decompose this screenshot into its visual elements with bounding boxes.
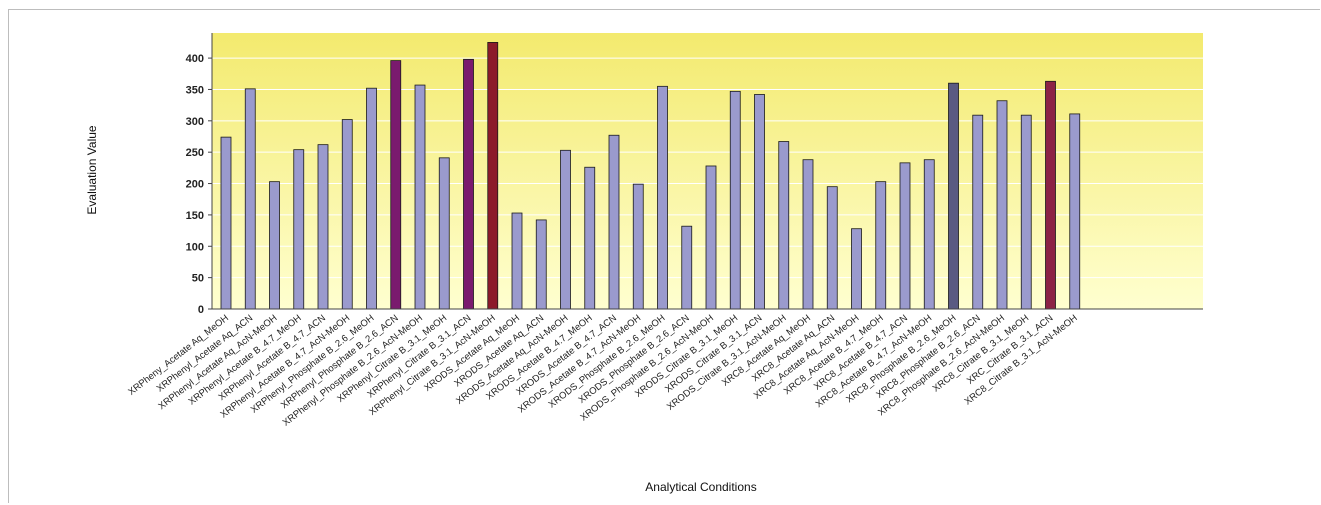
bar xyxy=(875,181,887,310)
x-axis-title: Analytical Conditions xyxy=(645,480,756,494)
bar xyxy=(341,119,353,310)
bar xyxy=(1020,114,1032,310)
bar xyxy=(293,149,305,310)
bar xyxy=(681,225,693,310)
bar xyxy=(244,88,256,310)
bar xyxy=(317,144,329,310)
bar xyxy=(438,157,450,310)
y-tick-label: 150 xyxy=(186,210,204,222)
bar xyxy=(923,159,935,310)
y-tick-label: 350 xyxy=(186,84,204,96)
bar xyxy=(754,94,765,310)
bar xyxy=(366,87,377,310)
bar xyxy=(657,85,668,310)
bar xyxy=(729,90,741,310)
bar xyxy=(996,100,1008,310)
axes xyxy=(211,33,1203,310)
bar xyxy=(851,228,862,310)
bar xyxy=(826,186,838,310)
x-category-labels: XRPheny_Acetate Aq_MeOHXRPhenyl_Acetate … xyxy=(126,313,1079,429)
bar xyxy=(705,165,717,310)
bar xyxy=(948,82,959,310)
bar xyxy=(390,60,402,310)
y-tick-label: 300 xyxy=(186,116,204,128)
bar xyxy=(269,181,280,310)
bars xyxy=(220,42,1081,310)
y-tick-label: 400 xyxy=(186,53,204,65)
y-axis-title: Evaluation Value xyxy=(85,125,99,215)
bar xyxy=(972,114,984,310)
y-tick-label: 100 xyxy=(186,241,204,253)
bar xyxy=(1045,80,1056,310)
y-tick-label: 0 xyxy=(198,304,204,316)
bar xyxy=(1069,113,1081,310)
bar xyxy=(535,219,547,310)
bar xyxy=(584,166,596,310)
chart-frame xyxy=(8,9,1320,503)
bar xyxy=(608,134,620,310)
bar xyxy=(778,141,790,310)
bar xyxy=(220,136,232,310)
bar xyxy=(632,183,644,310)
y-tick-label: 250 xyxy=(186,147,204,159)
bar xyxy=(899,162,911,310)
y-tick-label: 200 xyxy=(186,179,204,191)
y-tick-label: 50 xyxy=(192,273,204,285)
bar xyxy=(802,159,814,310)
bar xyxy=(463,58,474,310)
bar xyxy=(560,149,571,310)
bar xyxy=(511,212,523,310)
bar xyxy=(487,42,499,310)
bar xyxy=(414,84,426,310)
y-tick-labels: 0 50 100 150 200 250 300 350 400 xyxy=(186,53,212,316)
